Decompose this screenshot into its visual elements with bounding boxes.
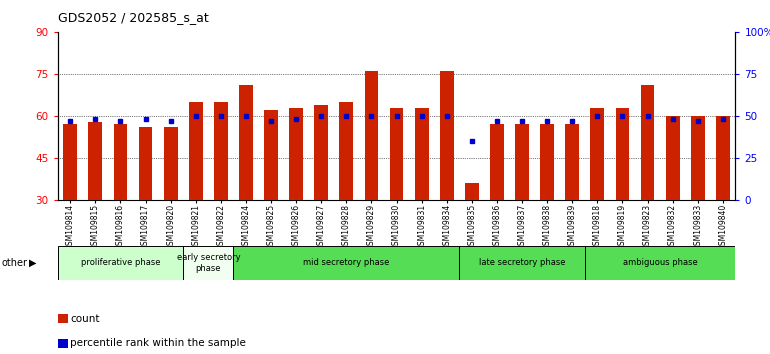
Bar bbox=[615, 108, 629, 200]
Bar bbox=[591, 108, 604, 200]
Bar bbox=[233, 246, 459, 280]
Bar bbox=[641, 85, 654, 200]
Bar bbox=[459, 246, 584, 280]
Text: late secretory phase: late secretory phase bbox=[479, 258, 565, 267]
Bar bbox=[239, 85, 253, 200]
Bar bbox=[340, 102, 353, 200]
Bar bbox=[565, 124, 579, 200]
Bar bbox=[390, 108, 403, 200]
Bar bbox=[214, 102, 228, 200]
Bar bbox=[415, 108, 429, 200]
Bar bbox=[364, 71, 378, 200]
Bar bbox=[164, 127, 178, 200]
Bar bbox=[89, 121, 102, 200]
Bar bbox=[465, 183, 479, 200]
Text: count: count bbox=[70, 314, 99, 324]
Bar bbox=[139, 127, 152, 200]
Bar bbox=[584, 246, 735, 280]
Bar bbox=[716, 116, 730, 200]
Bar bbox=[58, 246, 183, 280]
Text: GDS2052 / 202585_s_at: GDS2052 / 202585_s_at bbox=[58, 11, 209, 24]
Text: early secretory
phase: early secretory phase bbox=[176, 253, 240, 273]
Bar bbox=[666, 116, 679, 200]
Bar bbox=[264, 110, 278, 200]
Bar bbox=[183, 246, 233, 280]
Text: other: other bbox=[2, 258, 28, 268]
Bar bbox=[314, 105, 328, 200]
Bar bbox=[63, 124, 77, 200]
Bar bbox=[440, 71, 454, 200]
Text: ambiguous phase: ambiguous phase bbox=[623, 258, 698, 267]
Bar bbox=[691, 116, 705, 200]
Text: ▶: ▶ bbox=[29, 258, 37, 268]
Bar bbox=[515, 124, 529, 200]
Bar bbox=[490, 124, 504, 200]
Bar bbox=[541, 124, 554, 200]
Text: proliferative phase: proliferative phase bbox=[81, 258, 160, 267]
Text: percentile rank within the sample: percentile rank within the sample bbox=[70, 338, 246, 348]
Bar bbox=[189, 102, 203, 200]
Bar bbox=[290, 108, 303, 200]
Bar bbox=[114, 124, 127, 200]
Text: mid secretory phase: mid secretory phase bbox=[303, 258, 390, 267]
